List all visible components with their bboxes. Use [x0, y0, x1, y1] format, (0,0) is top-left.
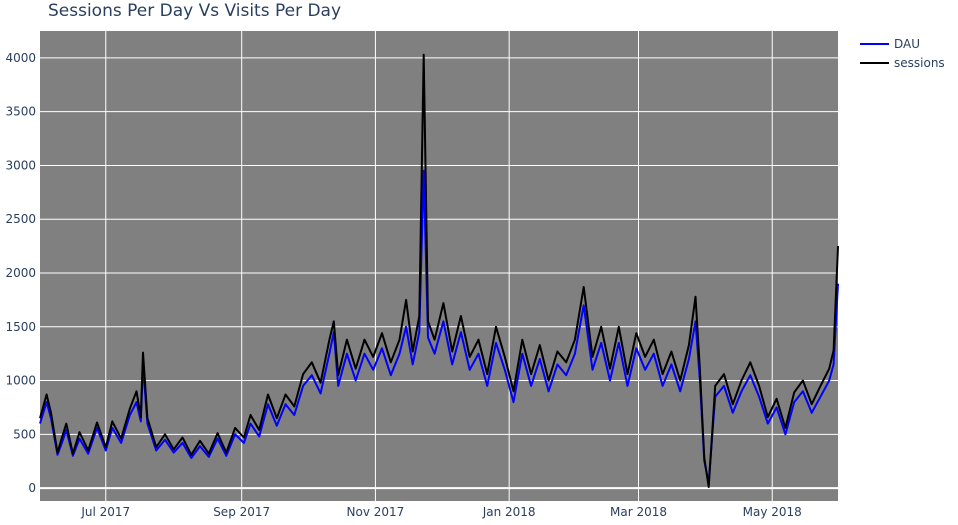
chart-title: Sessions Per Day Vs Visits Per Day	[48, 1, 341, 21]
plot-background	[40, 31, 838, 501]
series-lines	[39, 53, 839, 488]
x-tick-label: Mar 2018	[610, 505, 667, 519]
legend-label: DAU	[894, 37, 920, 51]
y-tick-label: 1500	[5, 320, 36, 334]
y-tick-label: 4000	[5, 51, 36, 65]
y-axis-ticks: 0 500 1000 1500 2000 2500 3000 3500 4000	[5, 51, 36, 495]
y-tick-label: 3500	[5, 105, 36, 119]
legend-item-sessions[interactable]: sessions	[860, 56, 945, 70]
x-tick-label: Jan 2018	[482, 505, 536, 519]
y-tick-label: 500	[13, 427, 36, 441]
legend-label: sessions	[894, 56, 945, 70]
y-tick-label: 2000	[5, 266, 36, 280]
x-tick-label: Jul 2017	[80, 505, 130, 519]
y-tick-label: 3000	[5, 158, 36, 172]
legend[interactable]: DAU sessions	[860, 37, 945, 70]
legend-item-dau[interactable]: DAU	[860, 37, 920, 51]
y-tick-label: 2500	[5, 212, 36, 226]
y-tick-label: 1000	[5, 374, 36, 388]
gridlines	[40, 31, 838, 501]
x-tick-label: May 2018	[743, 505, 802, 519]
y-tick-label: 0	[28, 481, 36, 495]
x-tick-label: Sep 2017	[213, 505, 270, 519]
series-line-sessions	[39, 53, 839, 488]
x-tick-label: Nov 2017	[347, 505, 405, 519]
x-axis-ticks: Jul 2017 Sep 2017 Nov 2017 Jan 2018 Mar 2018…	[80, 505, 801, 519]
